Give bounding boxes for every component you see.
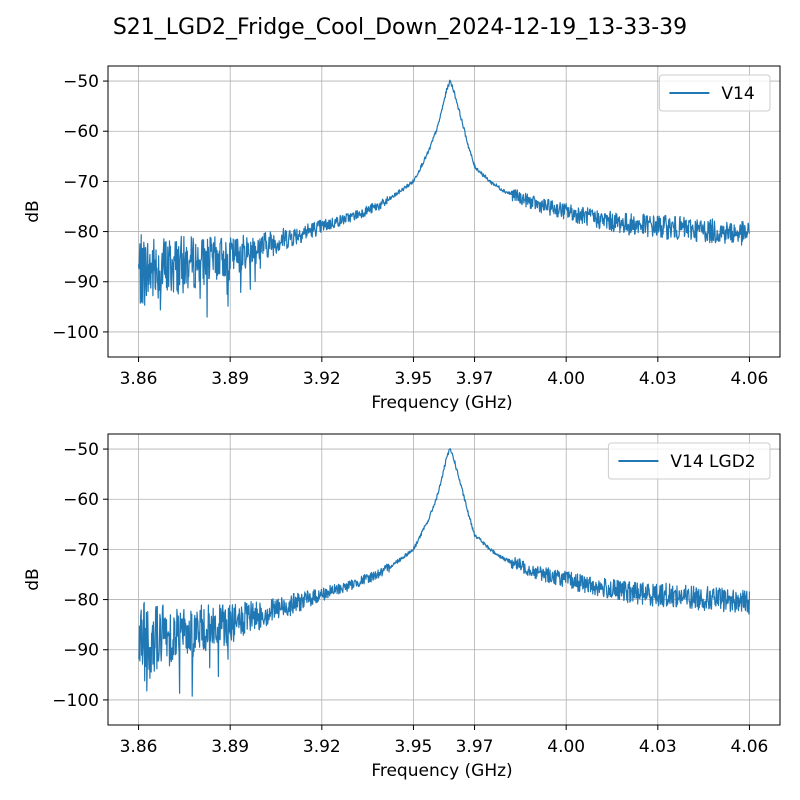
series-line [137, 79, 751, 318]
x-tick-label: 3.92 [303, 737, 341, 757]
y-tick-label: −70 [63, 540, 99, 560]
x-axis-label: Frequency (GHz) [371, 761, 512, 781]
x-tick-label: 3.97 [456, 737, 494, 757]
y-tick-label: −100 [52, 691, 99, 711]
axes-frame [107, 65, 781, 358]
y-tick-label: −90 [63, 641, 99, 661]
y-axis-label: dB [23, 200, 43, 222]
x-tick-label: 3.97 [456, 369, 494, 389]
legend-label: V14 [721, 84, 754, 104]
legend-box [607, 442, 771, 480]
axes-frame [107, 433, 781, 726]
x-tick-label: 3.86 [120, 369, 158, 389]
y-tick-label: −80 [63, 223, 99, 243]
y-tick-label: −80 [63, 591, 99, 611]
x-tick-label: 4.00 [547, 369, 585, 389]
subplot-top: 3.86 3.89 3.92 3.95 3.97 4.00 4.03 4.06 −100 −90 −… [23, 65, 781, 413]
x-tick-label: 3.92 [303, 369, 341, 389]
x-tick-label: 4.06 [731, 369, 769, 389]
y-tick-label: −50 [63, 72, 99, 92]
series-line [138, 448, 751, 697]
x-axis-label: Frequency (GHz) [371, 393, 512, 413]
y-tick-label: −70 [63, 172, 99, 192]
x-tick-label: 4.03 [639, 369, 677, 389]
subplot-bottom: 3.86 3.89 3.92 3.95 3.97 4.00 4.03 4.06 −100 −90 −… [23, 433, 781, 781]
legend-box [658, 74, 771, 112]
x-tick-label: 3.89 [211, 737, 249, 757]
x-tick-label: 3.89 [211, 369, 249, 389]
legend-label: V14 LGD2 [670, 452, 755, 472]
y-tick-label: −100 [52, 323, 99, 343]
x-tick-label: 3.95 [395, 737, 433, 757]
x-tick-label: 3.86 [120, 737, 158, 757]
x-tick-label: 3.95 [395, 369, 433, 389]
y-tick-label: −90 [63, 273, 99, 293]
y-tick-label: −60 [63, 490, 99, 510]
x-tick-label: 4.06 [731, 737, 769, 757]
y-axis-label: dB [23, 568, 43, 590]
x-tick-label: 4.03 [639, 737, 677, 757]
figure-title: S21_LGD2_Fridge_Cool_Down_2024-12-19_13-… [113, 15, 687, 40]
x-tick-label: 4.00 [547, 737, 585, 757]
y-tick-label: −50 [63, 440, 99, 460]
y-tick-label: −60 [63, 122, 99, 142]
